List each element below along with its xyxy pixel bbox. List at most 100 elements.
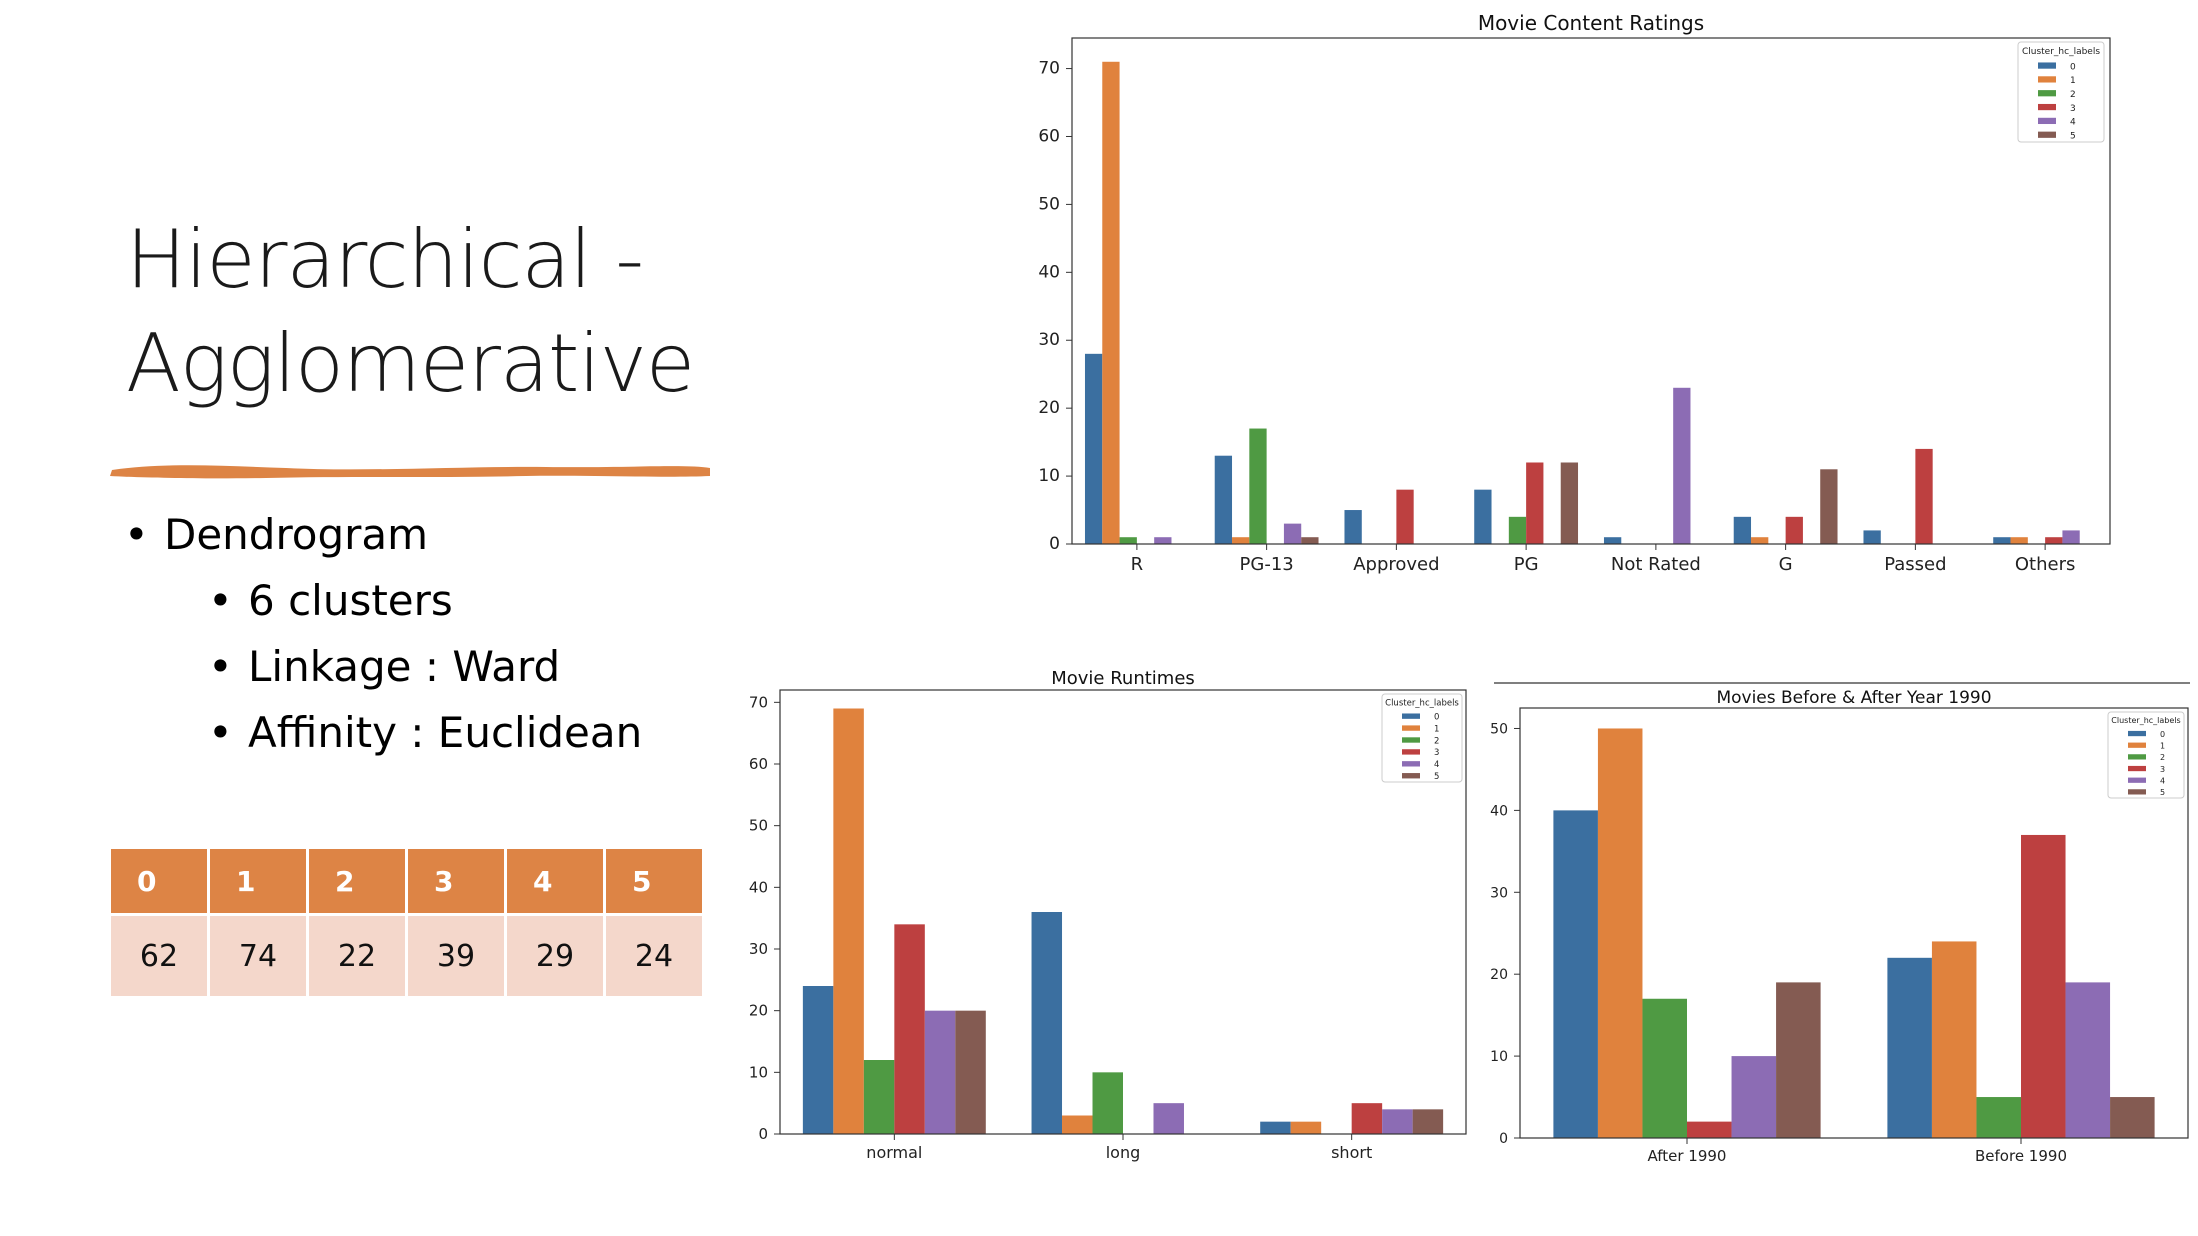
bar-pg-cluster-2 [1508, 516, 1527, 544]
bar-before-1990-cluster-3 [2021, 834, 2066, 1138]
bar-after-1990-cluster-1 [1597, 728, 1643, 1138]
legend-label: 3 [2070, 104, 2076, 114]
title-underline-stroke [110, 465, 710, 479]
bar-normal-cluster-1 [833, 708, 864, 1134]
y-tick-label: 30 [1038, 330, 1060, 350]
y-tick-label: 0 [1499, 1131, 1508, 1147]
cluster-size-table: 0 1 2 3 4 5 62 74 22 39 29 24 [108, 846, 705, 999]
plot-frame [1519, 707, 2189, 1139]
plot-frame [1071, 37, 2111, 545]
bar-normal-cluster-0 [802, 986, 834, 1134]
legend-swatch [1402, 713, 1420, 719]
bar-approved-cluster-0 [1344, 510, 1362, 544]
y-tick-label: 10 [1038, 466, 1060, 486]
bar-normal-cluster-4 [924, 1010, 956, 1134]
x-tick-label: Others [2015, 554, 2076, 575]
bar-before-1990-cluster-2 [1976, 1097, 2021, 1138]
bar-after-1990-cluster-0 [1553, 810, 1598, 1138]
legend-label: 3 [2160, 765, 2165, 774]
bar-long-cluster-4 [1153, 1103, 1184, 1134]
cluster-table-count-row: 62 74 22 39 29 24 [108, 913, 705, 999]
legend-label: 0 [1434, 712, 1439, 722]
cluster-header-cell: 5 [603, 846, 705, 916]
legend-label: 2 [1434, 736, 1439, 746]
legend-swatch [1402, 749, 1420, 755]
bar-long-cluster-2 [1092, 1072, 1123, 1134]
bar-before-1990-cluster-1 [1931, 941, 1977, 1138]
legend-title: Cluster_hc_labels [2022, 47, 2100, 57]
bar-g-cluster-5 [1820, 469, 1838, 544]
legend-label: 4 [1434, 760, 1439, 770]
x-tick-label: long [1106, 1143, 1141, 1162]
chart-2: Movies Before & After Year 1990010203040… [1490, 682, 2190, 1165]
slide-title: Hierarchical - Agglomerative [126, 208, 746, 416]
cluster-count-cell: 62 [108, 913, 210, 999]
cluster-header-cell: 0 [108, 846, 210, 916]
y-tick-label: 30 [749, 940, 768, 958]
y-tick-label: 0 [1049, 534, 1060, 554]
bullet-sub-3-text: Affinity : Euclidean [248, 708, 643, 757]
bar-short-cluster-0 [1260, 1121, 1291, 1134]
legend-swatch [1402, 761, 1420, 767]
y-tick-label: 0 [758, 1125, 768, 1143]
bullet-dot: • [208, 708, 233, 757]
slide-title-line-1: Hierarchical - [126, 213, 644, 306]
x-tick-label: G [1779, 554, 1793, 575]
x-tick-label: Passed [1884, 554, 1946, 575]
bar-pg-13-cluster-0 [1214, 455, 1233, 544]
legend-label: 0 [2070, 62, 2076, 72]
legend-swatch [2038, 103, 2056, 111]
cluster-count-cell: 74 [207, 913, 309, 999]
bar-normal-cluster-5 [955, 1010, 986, 1134]
y-tick-label: 60 [1038, 126, 1060, 146]
y-tick-label: 40 [749, 878, 768, 896]
bar-before-1990-cluster-5 [2110, 1097, 2155, 1138]
bar-pg-cluster-5 [1560, 462, 1579, 544]
legend-swatch [1402, 737, 1420, 743]
bar-short-cluster-1 [1290, 1121, 1322, 1134]
x-tick-label: short [1331, 1143, 1372, 1162]
x-tick-label: R [1131, 554, 1144, 575]
bullet-main-text: Dendrogram [164, 510, 429, 559]
cluster-count-cell: 29 [504, 913, 606, 999]
bar-not-rated-cluster-0 [1603, 537, 1622, 544]
legend-swatch [2038, 131, 2056, 138]
y-tick-label: 20 [1038, 398, 1060, 418]
legend-label: 4 [2160, 776, 2165, 785]
legend-label: 3 [1434, 748, 1439, 758]
bar-before-1990-cluster-4 [2065, 982, 2111, 1138]
bar-pg-13-cluster-2 [1249, 428, 1267, 544]
x-tick-label: Not Rated [1611, 554, 1701, 575]
bullet-sub-1: • 6 clusters [208, 576, 453, 625]
bar-long-cluster-0 [1031, 912, 1063, 1134]
bullet-dot: • [208, 642, 233, 691]
bar-others-cluster-1 [2010, 537, 2028, 544]
bar-short-cluster-3 [1351, 1103, 1383, 1134]
legend-label: 1 [2160, 741, 2165, 750]
cluster-header-cell: 4 [504, 846, 606, 916]
bar-g-cluster-1 [1751, 537, 1769, 544]
chart-title: Movies Before & After Year 1990 [1716, 688, 1991, 708]
bullet-dot: • [208, 576, 233, 625]
y-tick-label: 10 [749, 1063, 768, 1081]
bar-pg-13-cluster-1 [1232, 537, 1250, 544]
x-tick-label: After 1990 [1648, 1147, 1727, 1165]
x-tick-label: Before 1990 [1975, 1147, 2067, 1165]
bar-after-1990-cluster-2 [1642, 998, 1687, 1138]
y-tick-label: 20 [749, 1002, 768, 1020]
legend-label: 4 [2070, 118, 2076, 128]
cluster-table-header-row: 0 1 2 3 4 5 [108, 846, 705, 916]
legend-label: 2 [2070, 90, 2076, 100]
bar-short-cluster-4 [1382, 1109, 1413, 1134]
cluster-header-cell: 3 [405, 846, 507, 916]
chart-title: Movie Runtimes [1051, 668, 1195, 689]
y-tick-label: 30 [1490, 885, 1508, 901]
legend-swatch [2038, 90, 2056, 97]
legend-swatch [2038, 117, 2056, 125]
bar-r-cluster-4 [1154, 537, 1172, 544]
chart-legend: Cluster_hc_labels 0 1 2 3 4 5 [2107, 711, 2185, 799]
y-tick-label: 50 [1038, 194, 1060, 214]
